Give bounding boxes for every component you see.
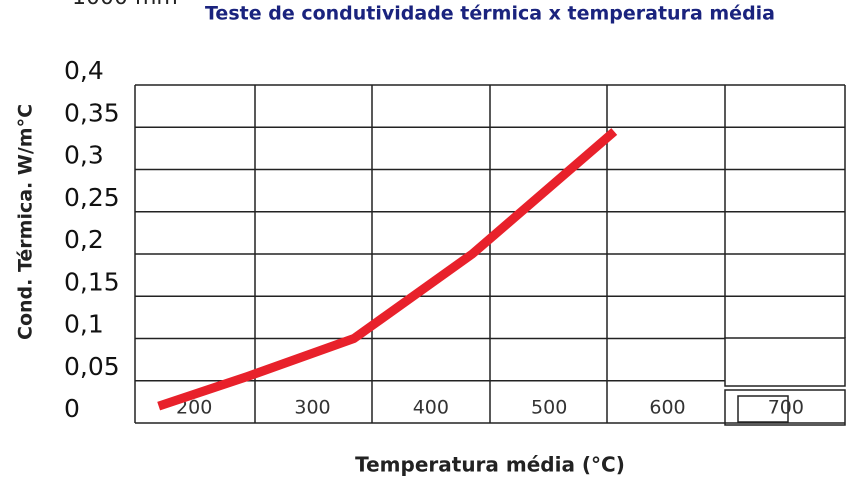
y-tick-label: 0,25 <box>64 183 120 212</box>
header-text: 1000 mm <box>72 0 178 10</box>
x-tick-label: 500 <box>531 397 567 419</box>
y-tick-label: 0,3 <box>64 141 104 170</box>
y-tick-label: 0,1 <box>64 310 104 339</box>
x-tick-label: 700 <box>768 397 804 419</box>
y-tick-label: 0,15 <box>64 267 120 296</box>
x-tick-label: 400 <box>413 397 449 419</box>
x-tick-label: 600 <box>649 397 685 419</box>
cell-box <box>724 337 846 387</box>
y-tick-label: 0,05 <box>64 352 120 381</box>
y-tick-label: 0 <box>64 394 80 423</box>
data-line <box>157 128 618 411</box>
y-tick-label: 0,2 <box>64 225 104 254</box>
x-axis-label: Temperatura média (°C) <box>355 453 625 477</box>
y-tick-label: 0,4 <box>64 56 104 85</box>
y-axis-label: Cond. Térmica. W/m°C <box>15 104 37 340</box>
label-box <box>737 395 789 423</box>
chart-title: Teste de condutividade térmica x tempera… <box>205 3 775 25</box>
cell-box <box>724 389 846 426</box>
x-tick-label: 300 <box>294 397 330 419</box>
y-tick-label: 0,35 <box>64 98 120 127</box>
